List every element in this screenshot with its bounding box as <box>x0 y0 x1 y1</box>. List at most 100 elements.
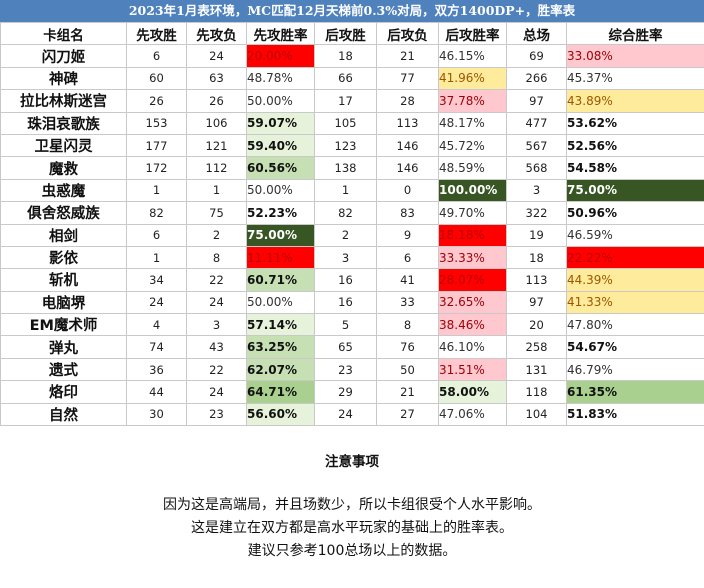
first-winrate-cell: 11.11% <box>246 245 315 270</box>
deck-name-cell: 弹丸 <box>0 335 127 359</box>
first-winrate-cell: 50.00% <box>246 290 315 315</box>
overall-winrate-cell: 54.58% <box>566 156 704 180</box>
second-winrate-cell: 41.96% <box>438 66 507 91</box>
note-line: 建议只参考100总场以上的数据。 <box>247 543 457 559</box>
first-winrate-cell: 64.71% <box>246 380 315 404</box>
second-wins-cell: 18 <box>314 44 377 68</box>
first-wins-cell: 36 <box>126 357 187 382</box>
second-winrate-cell: 31.51% <box>438 357 507 382</box>
first-losses-cell: 26 <box>186 89 247 113</box>
second-winrate-cell: 32.65% <box>438 290 507 315</box>
second-winrate-cell: 33.33% <box>438 245 507 270</box>
first-winrate-cell: 52.23% <box>246 201 315 225</box>
second-wins-cell: 5 <box>314 313 377 337</box>
second-winrate-cell: 49.70% <box>438 201 507 225</box>
deck-name-cell: 卫星闪灵 <box>0 133 127 158</box>
second-winrate-cell: 47.06% <box>438 402 507 427</box>
table-body: 闪刀姬 6 24 20.00% 18 21 46.15% 69 33.08% 神碑 60 63 48.7… <box>0 44 704 427</box>
first-losses-cell: 8 <box>186 245 247 270</box>
total-games-cell: 69 <box>506 44 567 68</box>
second-losses-cell: 41 <box>376 268 439 292</box>
total-games-cell: 104 <box>506 402 567 427</box>
deck-name-cell: 电脑堺 <box>0 290 127 315</box>
total-games-cell: 568 <box>506 156 567 180</box>
total-games-cell: 3 <box>506 178 567 203</box>
total-games-cell: 131 <box>506 357 567 382</box>
second-winrate-cell: 58.00% <box>438 380 507 404</box>
table-row: 斩机 34 22 60.71% 16 41 28.07% 113 44.39% <box>0 268 704 292</box>
table-row: 自然 30 23 56.60% 24 27 47.06% 104 51.83% <box>0 402 704 427</box>
first-losses-cell: 106 <box>186 111 247 135</box>
total-games-cell: 18 <box>506 245 567 270</box>
table-row: 俱舍怒威族 82 75 52.23% 82 83 49.70% 322 50.96% <box>0 201 704 225</box>
deck-name-cell: 俱舍怒威族 <box>0 201 127 225</box>
first-wins-cell: 34 <box>126 268 187 292</box>
second-winrate-cell: 45.72% <box>438 133 507 158</box>
overall-winrate-cell: 22.22% <box>566 245 704 270</box>
overall-winrate-cell: 44.39% <box>566 268 704 292</box>
second-wins-cell: 1 <box>314 178 377 203</box>
table-row: 闪刀姬 6 24 20.00% 18 21 46.15% 69 33.08% <box>0 44 704 68</box>
overall-winrate-cell: 33.08% <box>566 44 704 68</box>
second-wins-cell: 23 <box>314 357 377 382</box>
second-winrate-cell: 28.07% <box>438 268 507 292</box>
total-games-cell: 118 <box>506 380 567 404</box>
first-wins-cell: 30 <box>126 402 187 427</box>
second-wins-cell: 29 <box>314 380 377 404</box>
second-losses-cell: 6 <box>376 245 439 270</box>
deck-name-cell: 拉比林斯迷宫 <box>0 89 127 113</box>
total-games-cell: 322 <box>506 201 567 225</box>
overall-winrate-cell: 43.89% <box>566 89 704 113</box>
deck-name-cell: 斩机 <box>0 268 127 292</box>
first-wins-cell: 172 <box>126 156 187 180</box>
header-overall-winrate: 综合胜率 <box>566 21 704 46</box>
overall-winrate-cell: 75.00% <box>566 178 704 203</box>
first-wins-cell: 4 <box>126 313 187 337</box>
second-losses-cell: 113 <box>376 111 439 135</box>
table-row: EM魔术师 4 3 57.14% 5 8 38.46% 20 47.80% <box>0 313 704 337</box>
table-title: 2023年1月表环境，MC匹配12月天梯前0.3%对局，双方1400DP+，胜率… <box>0 0 704 22</box>
first-losses-cell: 3 <box>186 313 247 337</box>
first-losses-cell: 22 <box>186 357 247 382</box>
second-winrate-cell: 38.46% <box>438 313 507 337</box>
overall-winrate-cell: 41.33% <box>566 290 704 315</box>
header-deck-name: 卡组名 <box>0 21 127 46</box>
total-games-cell: 19 <box>506 223 567 247</box>
second-winrate-cell: 46.15% <box>438 44 507 68</box>
total-games-cell: 567 <box>506 133 567 158</box>
deck-name-cell: 自然 <box>0 402 127 427</box>
deck-name-cell: 魔救 <box>0 156 127 180</box>
first-losses-cell: 22 <box>186 268 247 292</box>
overall-winrate-cell: 50.96% <box>566 201 704 225</box>
first-winrate-cell: 20.00% <box>246 44 315 68</box>
second-wins-cell: 138 <box>314 156 377 180</box>
overall-winrate-cell: 52.56% <box>566 133 704 158</box>
total-games-cell: 113 <box>506 268 567 292</box>
total-games-cell: 97 <box>506 89 567 113</box>
second-losses-cell: 9 <box>376 223 439 247</box>
deck-name-cell: 影依 <box>0 245 127 270</box>
deck-name-cell: 神碑 <box>0 66 127 91</box>
deck-name-cell: 烙印 <box>0 380 127 404</box>
first-winrate-cell: 56.60% <box>246 402 315 427</box>
first-winrate-cell: 59.07% <box>246 111 315 135</box>
first-wins-cell: 26 <box>126 89 187 113</box>
second-winrate-cell: 48.59% <box>438 156 507 180</box>
table-row: 魔救 172 112 60.56% 138 146 48.59% 568 54.58% <box>0 156 704 180</box>
table-row: 拉比林斯迷宫 26 26 50.00% 17 28 37.78% 97 43.89% <box>0 89 704 113</box>
deck-name-cell: 相剑 <box>0 223 127 247</box>
note-line: 因为这是高端局，并且场数少，所以卡组很受个人水平影响。 <box>163 497 541 513</box>
header-first-wins: 先攻胜 <box>126 21 187 46</box>
second-losses-cell: 33 <box>376 290 439 315</box>
overall-winrate-cell: 46.79% <box>566 357 704 382</box>
first-losses-cell: 2 <box>186 223 247 247</box>
first-winrate-cell: 57.14% <box>246 313 315 337</box>
first-winrate-cell: 50.00% <box>246 178 315 203</box>
first-losses-cell: 121 <box>186 133 247 158</box>
second-winrate-cell: 18.18% <box>438 223 507 247</box>
deck-name-cell: 遗式 <box>0 357 127 382</box>
first-wins-cell: 74 <box>126 335 187 359</box>
second-losses-cell: 27 <box>376 402 439 427</box>
first-losses-cell: 112 <box>186 156 247 180</box>
header-total-games: 总场 <box>506 21 567 46</box>
